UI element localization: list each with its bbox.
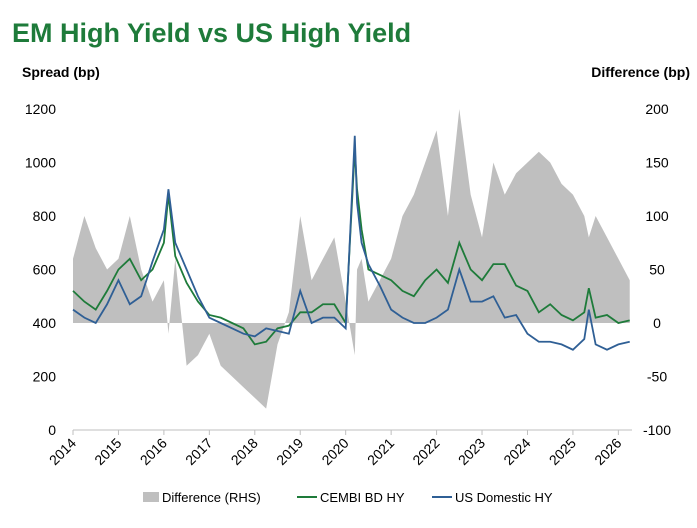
legend-swatch [143, 492, 159, 502]
y-axis-title: Spread (bp) [22, 64, 100, 80]
legend-label: CEMBI BD HY [320, 490, 405, 505]
y-tick-label: 600 [33, 262, 57, 278]
x-tick-label: 2019 [273, 435, 306, 468]
chart-title: EM High Yield vs US High Yield [12, 18, 411, 48]
x-tick-label: 2024 [500, 435, 533, 468]
x-tick-label: 2018 [228, 435, 261, 468]
x-tick-label: 2015 [91, 435, 124, 468]
y2-tick-label: -50 [647, 369, 667, 385]
y-tick-label: 1000 [25, 155, 56, 171]
series-line [72, 135, 630, 351]
y2-tick-label: 50 [649, 262, 665, 278]
y2-tick-label: 200 [645, 101, 669, 117]
y2-tick-label: 100 [645, 208, 669, 224]
x-tick-label: 2016 [137, 435, 170, 468]
difference-area [73, 109, 630, 409]
y2-axis-title: Difference (bp) [591, 64, 690, 80]
y-tick-label: 200 [33, 369, 57, 385]
x-tick-label: 2026 [591, 435, 624, 468]
y-tick-label: 1200 [25, 101, 56, 117]
y-tick-label: 800 [33, 208, 57, 224]
x-tick-label: 2023 [455, 435, 488, 468]
x-tick-label: 2017 [182, 435, 215, 468]
legend-label: US Domestic HY [455, 490, 553, 505]
y2-tick-label: -100 [643, 422, 671, 438]
x-tick-label: 2020 [318, 435, 351, 468]
x-tick-label: 2014 [46, 435, 79, 468]
x-tick-label: 2021 [364, 435, 397, 468]
y-tick-label: 0 [48, 422, 56, 438]
x-tick-label: 2022 [409, 435, 442, 468]
legend-label: Difference (RHS) [162, 490, 261, 505]
y2-tick-label: 0 [653, 315, 661, 331]
y-tick-label: 400 [33, 315, 57, 331]
x-tick-label: 2025 [546, 435, 579, 468]
y2-tick-label: 150 [645, 155, 669, 171]
